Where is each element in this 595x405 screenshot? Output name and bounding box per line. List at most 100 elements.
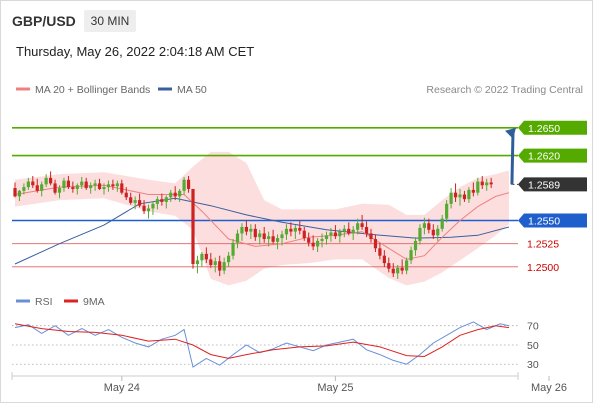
candle-body xyxy=(186,179,191,189)
candle-body xyxy=(93,183,97,186)
candle-body xyxy=(80,181,84,186)
candle-body xyxy=(249,228,253,232)
candle-body xyxy=(169,192,173,198)
candle-body xyxy=(244,226,248,232)
legend-swatch-rsi xyxy=(16,299,30,303)
rsi-plot: 70 50 30 xyxy=(12,321,539,371)
candle-body xyxy=(240,226,244,234)
candle-body xyxy=(115,183,119,187)
candle-body xyxy=(97,183,102,189)
candle-body xyxy=(89,185,93,189)
candle-body xyxy=(84,181,88,189)
ma50-line xyxy=(14,197,510,265)
candle-body xyxy=(409,250,413,261)
candle-body xyxy=(267,236,271,240)
level-tag-1.2589 xyxy=(518,177,587,192)
candle-body xyxy=(155,199,159,204)
candle-body xyxy=(275,238,280,242)
level-label-1.2550: 1.2550 xyxy=(528,215,560,227)
candle-body xyxy=(333,232,337,237)
candle-body xyxy=(391,268,395,274)
timeframe-badge[interactable]: 30 MIN xyxy=(84,10,136,32)
candle-body xyxy=(182,179,186,191)
candle-body xyxy=(480,181,484,186)
forecast-arrow-head xyxy=(505,127,516,139)
candle-body xyxy=(235,233,240,243)
candle-body xyxy=(280,234,284,239)
candle-body xyxy=(40,184,44,191)
candle-body xyxy=(44,177,48,185)
candle-body xyxy=(231,242,235,256)
rsi-line xyxy=(14,321,510,368)
candle-body xyxy=(213,261,217,265)
legend-rsi: RSI xyxy=(35,296,53,308)
candle-body xyxy=(298,227,302,231)
candle-body xyxy=(351,229,355,234)
candle-body xyxy=(338,231,342,237)
candle-body xyxy=(449,192,453,204)
candle-body xyxy=(253,228,257,238)
candle-body xyxy=(120,183,124,193)
level-label-1.2589: 1.2589 xyxy=(528,179,560,191)
forecast-arrow xyxy=(510,130,515,185)
candle-body xyxy=(178,190,182,197)
candle-body xyxy=(111,184,115,187)
candle-body xyxy=(26,181,30,188)
candle-body xyxy=(436,228,440,236)
candle-body xyxy=(200,253,204,261)
candle-body xyxy=(462,194,467,200)
level-tag-1.2550 xyxy=(518,213,587,228)
x-tick-label: May 26 xyxy=(531,382,567,394)
candle-body xyxy=(102,187,106,189)
candle-body xyxy=(431,229,435,236)
candle-body xyxy=(164,197,168,202)
candle-body xyxy=(364,226,369,234)
candle-body xyxy=(160,199,164,202)
candle-body xyxy=(347,228,351,234)
candle-body xyxy=(373,239,378,249)
candle-body xyxy=(471,189,475,193)
candle-body xyxy=(378,248,382,256)
x-tick-label: May 25 xyxy=(317,382,353,394)
candle-body xyxy=(57,188,62,193)
candle-body xyxy=(418,227,422,241)
candle-body xyxy=(71,187,75,189)
price-plot: 1.2650 1.2620 1.2589 1.2550 1.2525 1.2500 xyxy=(12,120,587,286)
candle-body xyxy=(458,194,462,198)
candle-body xyxy=(324,235,329,240)
candle-body xyxy=(413,240,418,251)
datetime-label: Thursday, May 26, 2022 2:04:18 AM CET xyxy=(16,44,255,59)
candle-body xyxy=(382,255,386,264)
candle-body xyxy=(146,208,151,212)
candle-body xyxy=(400,267,404,271)
candle-body xyxy=(124,192,128,198)
candle-body xyxy=(129,197,133,203)
candle-body xyxy=(133,200,137,203)
level-label-1.2620: 1.2620 xyxy=(528,151,560,163)
candle-body xyxy=(151,203,155,209)
level-tag-1.2620 xyxy=(518,148,587,163)
candle-body xyxy=(387,263,391,269)
candle-body xyxy=(262,233,266,240)
rsi-tick-30: 30 xyxy=(527,359,539,371)
candle-body xyxy=(440,218,444,229)
legend-ma50: MA 50 xyxy=(177,84,207,96)
candle-body xyxy=(227,255,231,263)
candle-body xyxy=(445,203,449,219)
candle-body xyxy=(396,267,400,274)
legend-swatch-ma50 xyxy=(158,87,172,91)
rsi-tick-50: 50 xyxy=(527,340,539,352)
candle-body xyxy=(13,188,17,197)
level-label-1.2525: 1.2525 xyxy=(527,239,559,251)
candle-body xyxy=(489,182,493,185)
candle-body xyxy=(467,189,471,200)
candle-body xyxy=(289,228,293,232)
candle-body xyxy=(302,230,306,239)
candle-body xyxy=(195,260,200,265)
candle-body xyxy=(22,187,26,191)
x-tick-label: May 24 xyxy=(104,382,140,394)
candle-body xyxy=(258,233,262,238)
level-label-1.2650: 1.2650 xyxy=(528,123,560,135)
